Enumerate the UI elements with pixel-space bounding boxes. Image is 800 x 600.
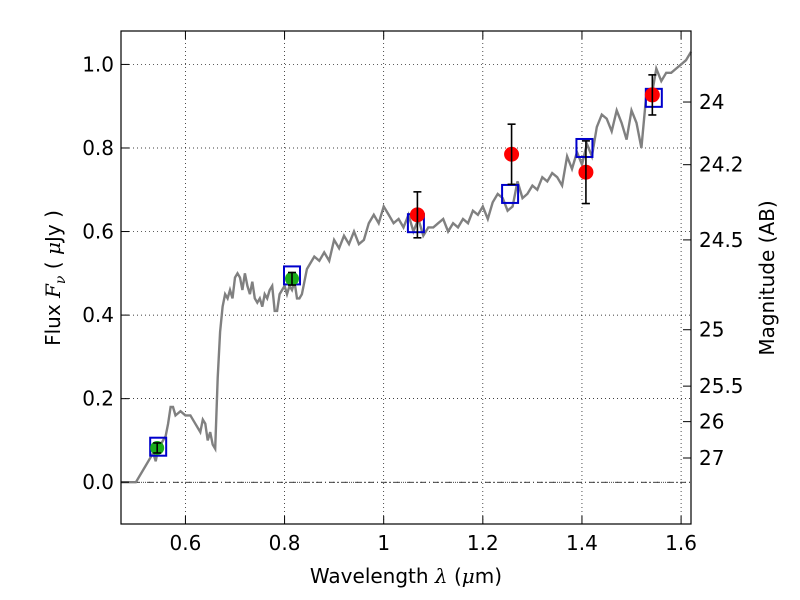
grid-layer bbox=[121, 31, 691, 524]
y-axis-title: Flux Fν ( μJy ) bbox=[41, 210, 69, 346]
y-tick-label: 0.4 bbox=[82, 303, 114, 327]
marker-layer bbox=[149, 74, 663, 457]
magnitude-tick-label: 25 bbox=[699, 318, 724, 342]
y-tick-label: 0.6 bbox=[82, 220, 114, 244]
x-tick-label: 1 bbox=[377, 531, 390, 555]
model-photometry-square bbox=[149, 436, 168, 457]
y-tick-label: 0.2 bbox=[82, 387, 114, 411]
secondary-y-axis-title: Magnitude (AB) bbox=[755, 200, 779, 355]
magnitude-tick-label: 25.5 bbox=[699, 374, 744, 398]
model-photometry-square bbox=[575, 137, 594, 158]
magnitude-tick-label: 24.2 bbox=[699, 153, 744, 177]
spectrum-layer bbox=[121, 51, 693, 484]
x-axis-title: Wavelength λ (μm) bbox=[310, 564, 502, 588]
x-tick-label: 1.2 bbox=[467, 531, 499, 555]
plot-frame bbox=[120, 30, 692, 525]
tick-layer: 0.6 0.8 1 1.2 1.4 1.6 0.0 0.2 0.4 0.6 0.8 1.0 24 24.2… bbox=[82, 31, 744, 555]
y-tick-label: 1.0 bbox=[82, 52, 114, 76]
y-tick-label: 0.0 bbox=[82, 470, 114, 494]
x-tick-label: 1.6 bbox=[665, 531, 697, 555]
magnitude-tick-label: 27 bbox=[699, 446, 724, 470]
x-tick-label: 0.8 bbox=[269, 531, 301, 555]
x-tick-label: 0.6 bbox=[170, 531, 202, 555]
magnitude-tick-label: 24.5 bbox=[699, 228, 744, 252]
y-tick-label: 0.8 bbox=[82, 136, 114, 160]
model-spectrum-line bbox=[121, 51, 693, 484]
magnitude-tick-label: 26 bbox=[699, 410, 724, 434]
x-tick-label: 1.4 bbox=[566, 531, 598, 555]
magnitude-tick-label: 24 bbox=[699, 90, 724, 114]
